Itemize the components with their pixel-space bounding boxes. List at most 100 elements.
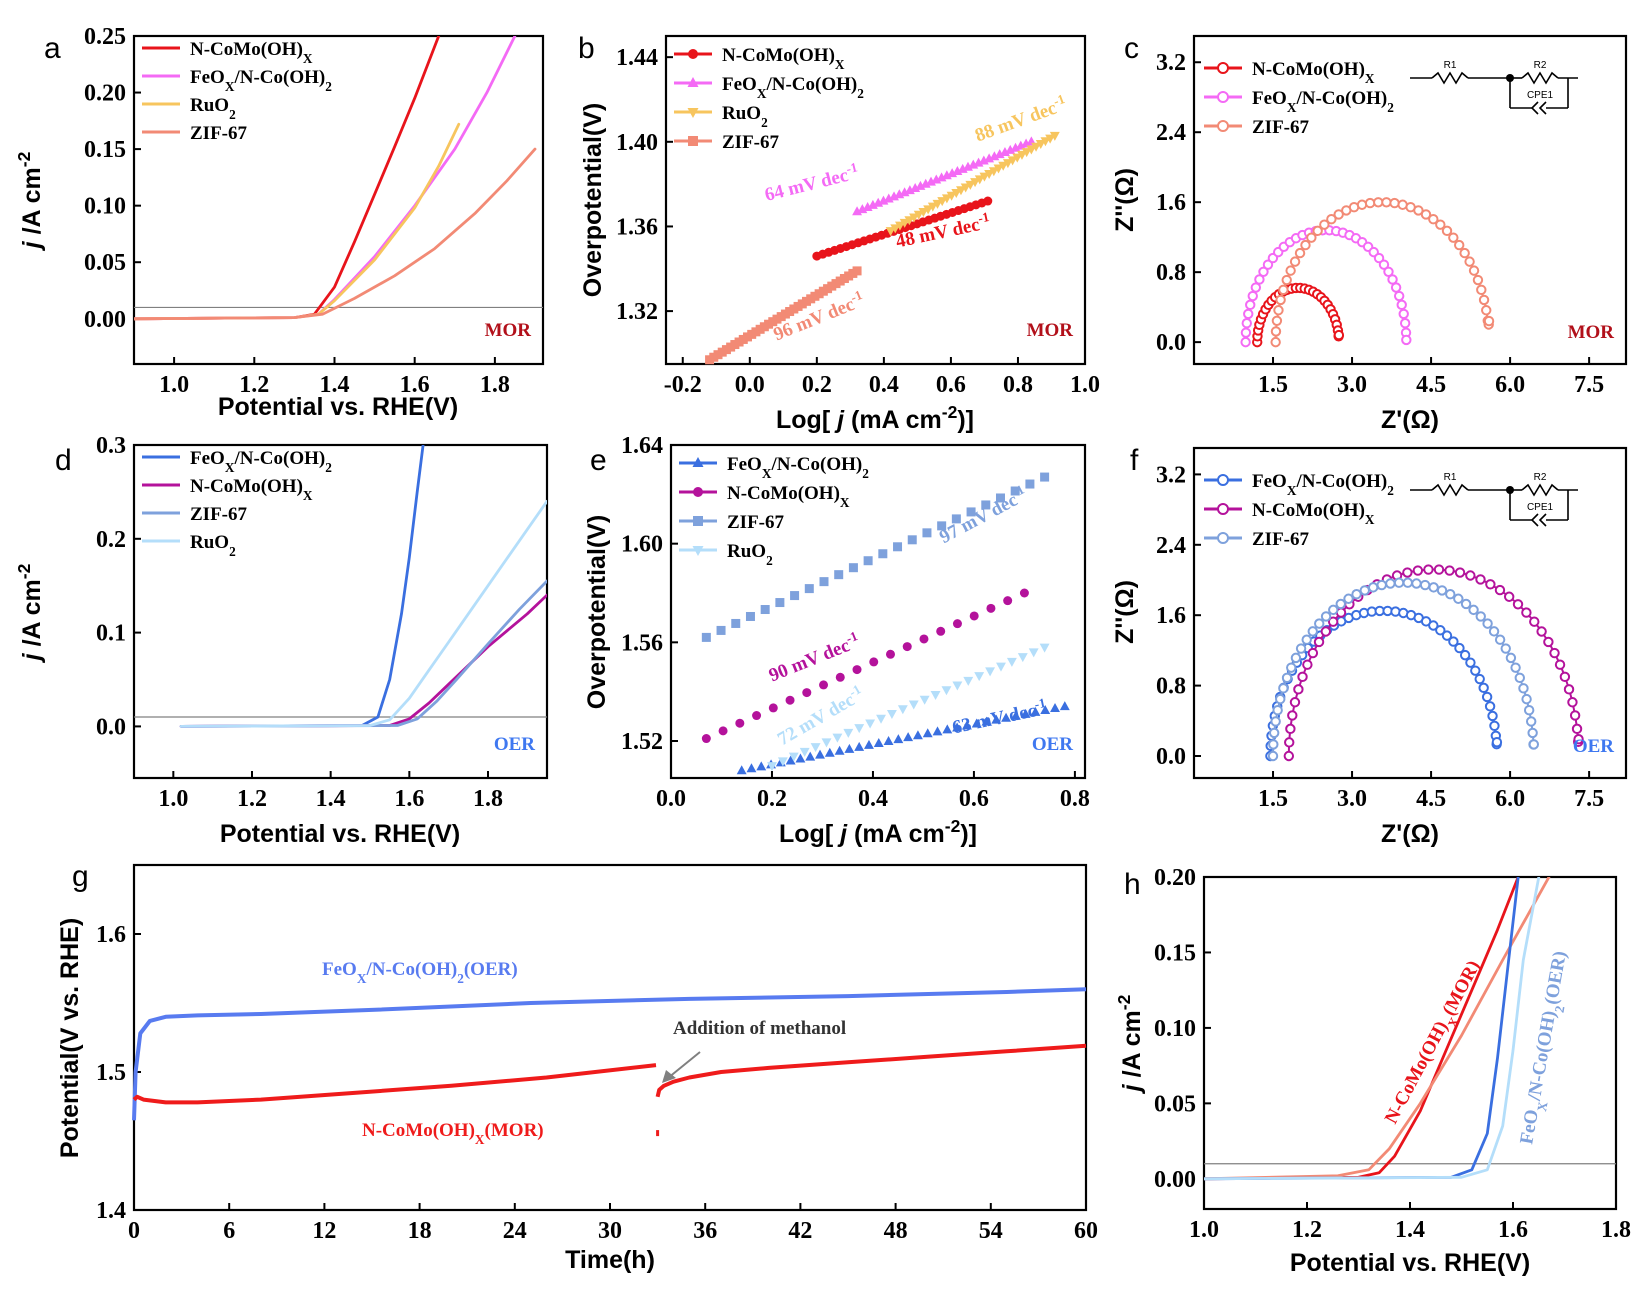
x-tick-label-f: 1.5: [1258, 786, 1288, 812]
data-point-e-3: [952, 681, 963, 691]
data-point-f-1: [1287, 710, 1298, 721]
data-point-b-2: [993, 164, 1004, 174]
data-point-f-2: [1482, 618, 1493, 629]
slope-annotation-e: 90 mV dec-1: [765, 628, 863, 687]
legend-label-a: N-CoMo(OH)X: [190, 39, 313, 66]
data-point-c-2: [1306, 232, 1317, 243]
data-point-f-2: [1393, 577, 1405, 588]
data-point-e-0: [844, 743, 855, 753]
data-point-f-1: [1289, 697, 1301, 708]
data-point-e-1: [885, 649, 895, 659]
data-point-c-2: [1481, 305, 1492, 316]
y-tick-label-a: 0.20: [84, 81, 126, 107]
data-point-f-1: [1559, 671, 1571, 683]
data-point-e-1: [919, 634, 929, 644]
data-point-f-2: [1385, 578, 1396, 589]
legend-marker-e: [693, 487, 703, 497]
data-point-e-2: [995, 493, 1005, 503]
data-point-f-2: [1335, 598, 1346, 610]
series-line-d-0: [179, 445, 425, 728]
data-point-c-1: [1241, 318, 1252, 329]
data-point-f-1: [1549, 647, 1560, 659]
x-axis-label-c: Z'(Ω): [1381, 406, 1439, 434]
slope-value: 97 mV dec: [936, 490, 1021, 549]
data-point-e-2: [907, 535, 917, 545]
data-point-e-2: [878, 549, 888, 559]
series-line-h-3: [1204, 877, 1541, 1181]
panel-label-b: b: [578, 32, 595, 65]
data-point-b-2: [937, 197, 948, 207]
x-tick-label-a: 1.6: [400, 372, 430, 398]
data-point-e-3: [1006, 657, 1017, 667]
data-point-e-3: [919, 695, 930, 705]
data-point-e-1: [752, 711, 762, 721]
y-tick-label-d: 0.3: [96, 433, 126, 459]
legend-label-f: FeOX/N-Co(OH)2: [1252, 471, 1394, 498]
data-point-e-3: [1039, 643, 1050, 653]
y-tick-label-h: 0.00: [1154, 1167, 1196, 1193]
legend-marker-b: [688, 136, 698, 146]
data-point-e-0: [961, 720, 972, 730]
y-tick-label-d: 0.0: [96, 714, 126, 740]
data-point-e-2: [1025, 479, 1035, 489]
panel-a: 1.0 1.2 1.4 1.6 1.8 0.00 0.05 0.10 0.15 0.20 0.25 P…: [14, 24, 545, 421]
series-b-0: [812, 196, 993, 261]
resistor-r2: [1521, 483, 1559, 497]
x-tick-label-d: 1.8: [473, 786, 503, 812]
slope-value: 63 mV dec: [950, 700, 1038, 738]
series-f-2: [1267, 577, 1540, 762]
cpe-symbol: [1538, 101, 1547, 115]
data-point-c-2: [1468, 265, 1480, 276]
data-point-e-0: [815, 749, 825, 759]
y-tick-label-h: 0.15: [1154, 940, 1196, 966]
y-tick-label-f: 3.2: [1156, 462, 1186, 488]
data-point-c-2: [1270, 326, 1282, 337]
data-point-e-3: [865, 719, 876, 729]
data-point-f-2: [1359, 585, 1370, 596]
data-point-c-2: [1271, 315, 1283, 326]
data-point-c-2: [1428, 213, 1439, 225]
legend-label-a: ZIF-67: [190, 123, 248, 144]
annotation-methanol: Addition of methanol: [673, 1018, 846, 1039]
data-point-c-1: [1390, 282, 1402, 293]
data-point-f-2: [1500, 643, 1511, 654]
data-point-f-0: [1454, 642, 1465, 654]
data-point-b-2: [1026, 145, 1037, 155]
x-tick-label-g: 30: [598, 1218, 622, 1244]
data-point-b-2: [923, 205, 934, 215]
panel-label-d: d: [55, 444, 72, 477]
data-point-e-1: [1019, 588, 1029, 598]
x-tick-label-e: 0.8: [1060, 786, 1090, 812]
data-point-b-2: [1049, 131, 1060, 141]
data-point-c-2: [1312, 225, 1323, 237]
data-point-e-3: [897, 705, 908, 715]
data-point-e-0: [805, 751, 816, 761]
x-tick-label-b: 0.2: [802, 372, 832, 398]
legend-label-c: N-CoMo(OH)X: [1252, 59, 1375, 86]
data-point-f-2: [1286, 662, 1297, 673]
data-point-c-1: [1373, 252, 1385, 264]
y-axis-label-c: Z''(Ω): [1111, 168, 1139, 232]
y-tick-label-h: 0.05: [1154, 1091, 1196, 1117]
data-point-f-2: [1514, 672, 1525, 684]
data-point-e-0: [1050, 703, 1060, 713]
data-point-f-0: [1441, 630, 1453, 641]
data-point-b-2: [941, 194, 952, 204]
data-point-e-3: [777, 757, 788, 767]
data-point-e-2: [834, 570, 844, 580]
data-point-e-0: [854, 741, 865, 751]
condition-tag-a: MOR: [485, 320, 532, 341]
data-point-f-2: [1460, 598, 1472, 610]
series-line-a-2: [134, 122, 461, 321]
data-point-b-2: [909, 213, 919, 223]
resistor-r1: [1431, 71, 1469, 85]
y-tick-label-b: 1.44: [616, 45, 658, 71]
data-point-c-2: [1300, 239, 1311, 251]
y-axis-label-e: Overpotential(V): [583, 515, 611, 709]
data-point-f-2: [1445, 589, 1456, 600]
legend-label-b: RuO2: [722, 103, 768, 130]
data-point-f-2: [1528, 739, 1540, 750]
data-point-e-3: [788, 752, 799, 762]
plot-frame-f: [1192, 446, 1628, 780]
data-point-e-0: [932, 726, 943, 736]
